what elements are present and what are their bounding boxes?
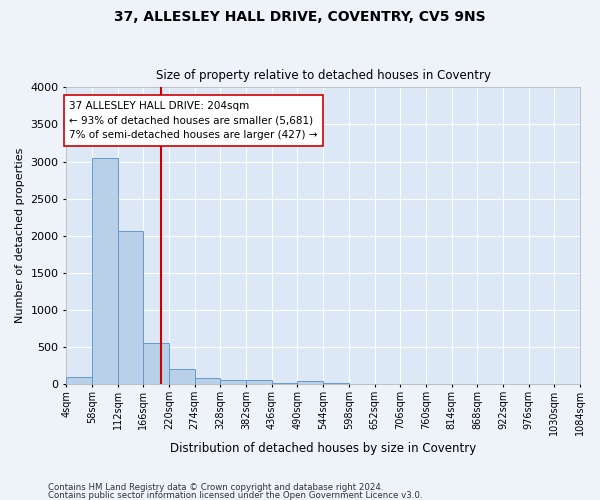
Text: Contains HM Land Registry data © Crown copyright and database right 2024.: Contains HM Land Registry data © Crown c… — [48, 484, 383, 492]
Bar — [246, 380, 272, 384]
Bar — [298, 381, 323, 384]
Text: Contains public sector information licensed under the Open Government Licence v3: Contains public sector information licen… — [48, 490, 422, 500]
Bar — [272, 383, 298, 384]
Bar — [92, 158, 118, 384]
Text: 37 ALLESLEY HALL DRIVE: 204sqm
← 93% of detached houses are smaller (5,681)
7% o: 37 ALLESLEY HALL DRIVE: 204sqm ← 93% of … — [69, 100, 317, 140]
Bar — [143, 342, 169, 384]
Text: 37, ALLESLEY HALL DRIVE, COVENTRY, CV5 9NS: 37, ALLESLEY HALL DRIVE, COVENTRY, CV5 9… — [114, 10, 486, 24]
X-axis label: Distribution of detached houses by size in Coventry: Distribution of detached houses by size … — [170, 442, 476, 455]
Bar — [118, 232, 143, 384]
Bar — [195, 378, 220, 384]
Bar — [169, 370, 195, 384]
Bar — [220, 380, 246, 384]
Y-axis label: Number of detached properties: Number of detached properties — [15, 148, 25, 324]
Title: Size of property relative to detached houses in Coventry: Size of property relative to detached ho… — [155, 69, 491, 82]
Bar — [323, 383, 349, 384]
Bar — [67, 377, 92, 384]
